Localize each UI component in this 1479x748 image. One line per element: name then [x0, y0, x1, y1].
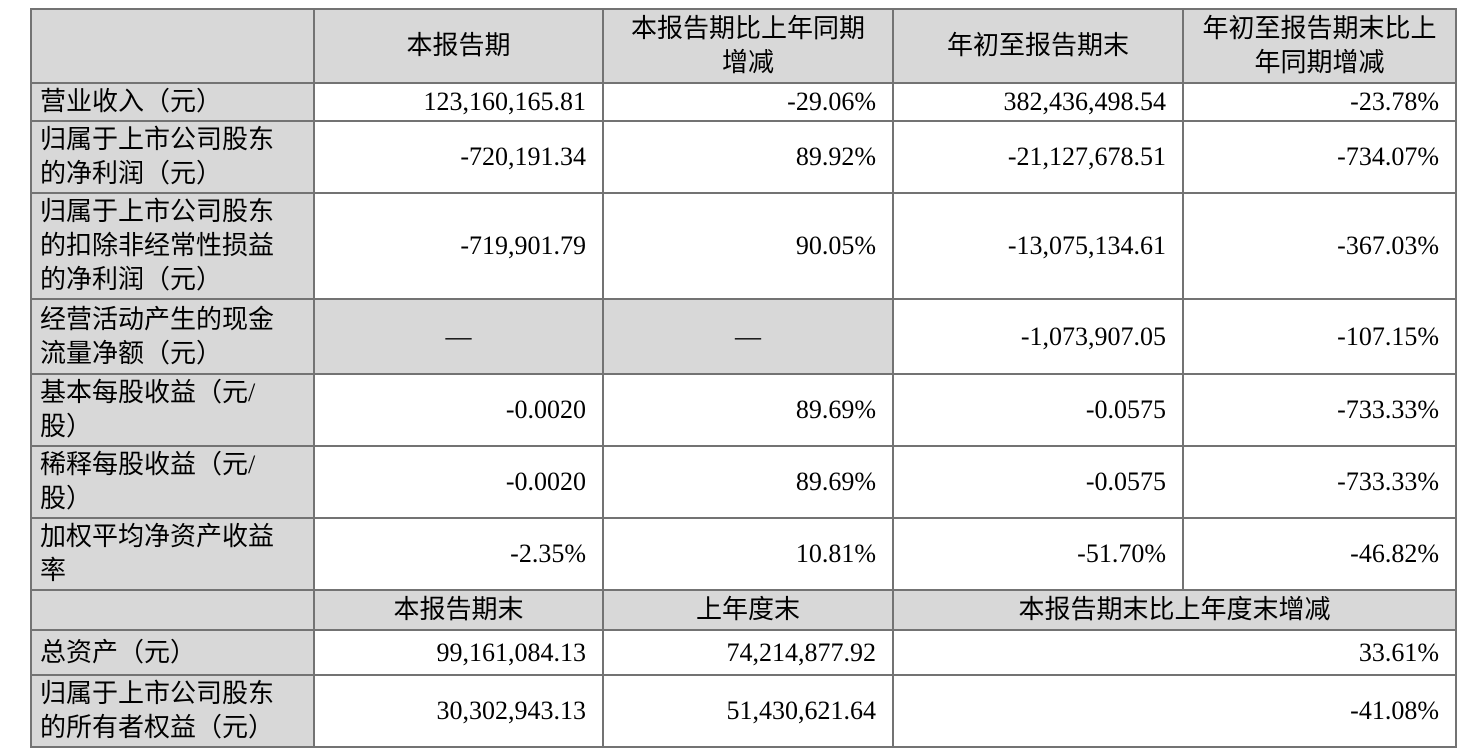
row-label: 归属于上市公司股东的扣除非经常性损益的净利润（元） — [30, 192, 315, 300]
header-cell-ytd-yoy-change: 年初至报告期末比上年同期增减 — [1182, 8, 1457, 84]
row-label: 加权平均净资产收益率 — [30, 517, 315, 591]
value-cell: 30,302,943.13 — [313, 674, 604, 748]
value-cell: 89.92% — [602, 120, 894, 194]
value-cell: -719,901.79 — [313, 192, 604, 300]
value-cell: 33.61% — [892, 629, 1457, 676]
value-cell: -107.15% — [1182, 298, 1457, 375]
value-cell: -29.06% — [602, 82, 894, 122]
value-cell: -733.33% — [1182, 373, 1457, 447]
header-row: 本报告期 本报告期比上年同期增减 年初至报告期末 年初至报告期末比上年同期增减 — [30, 8, 1457, 84]
value-cell: -733.33% — [1182, 445, 1457, 519]
row-operating-revenue: 营业收入（元） 123,160,165.81 -29.06% 382,436,4… — [30, 82, 1457, 122]
value-cell: -2.35% — [313, 517, 604, 591]
subheader-cell-end-of-period: 本报告期末 — [313, 589, 604, 631]
subheader-cell-blank — [30, 589, 315, 631]
row-diluted-eps: 稀释每股收益（元/股） -0.0020 89.69% -0.0575 -733.… — [30, 445, 1457, 519]
value-cell: -21,127,678.51 — [892, 120, 1184, 194]
value-cell: 89.69% — [602, 373, 894, 447]
row-label: 归属于上市公司股东的所有者权益（元） — [30, 674, 315, 748]
row-label: 经营活动产生的现金流量净额（元） — [30, 298, 315, 375]
value-cell: -367.03% — [1182, 192, 1457, 300]
subheader-row: 本报告期末 上年度末 本报告期末比上年度末增减 — [30, 589, 1457, 631]
row-label: 基本每股收益（元/股） — [30, 373, 315, 447]
value-cell: -734.07% — [1182, 120, 1457, 194]
financial-metrics-table: 本报告期 本报告期比上年同期增减 年初至报告期末 年初至报告期末比上年同期增减 … — [30, 8, 1457, 748]
na-dash-cell: — — [602, 298, 894, 375]
value-cell: 74,214,877.92 — [602, 629, 894, 676]
row-label: 总资产（元） — [30, 629, 315, 676]
row-label: 归属于上市公司股东的净利润（元） — [30, 120, 315, 194]
row-shareholders-equity: 归属于上市公司股东的所有者权益（元） 30,302,943.13 51,430,… — [30, 674, 1457, 748]
value-cell: 10.81% — [602, 517, 894, 591]
value-cell: 89.69% — [602, 445, 894, 519]
row-net-profit-excl-nonrecurring: 归属于上市公司股东的扣除非经常性损益的净利润（元） -719,901.79 90… — [30, 192, 1457, 300]
value-cell: -46.82% — [1182, 517, 1457, 591]
value-cell: 51,430,621.64 — [602, 674, 894, 748]
row-weighted-avg-roe: 加权平均净资产收益率 -2.35% 10.81% -51.70% -46.82% — [30, 517, 1457, 591]
header-cell-current-period: 本报告期 — [313, 8, 604, 84]
value-cell: 99,161,084.13 — [313, 629, 604, 676]
value-cell: -1,073,907.05 — [892, 298, 1184, 375]
row-label: 营业收入（元） — [30, 82, 315, 122]
value-cell: -0.0575 — [892, 373, 1184, 447]
header-cell-yoy-change: 本报告期比上年同期增减 — [602, 8, 894, 84]
row-operating-cash-flow: 经营活动产生的现金流量净额（元） — — -1,073,907.05 -107.… — [30, 298, 1457, 375]
value-cell: -41.08% — [892, 674, 1457, 748]
row-net-profit: 归属于上市公司股东的净利润（元） -720,191.34 89.92% -21,… — [30, 120, 1457, 194]
na-dash-cell: — — [313, 298, 604, 375]
header-cell-blank — [30, 8, 315, 84]
value-cell: -51.70% — [892, 517, 1184, 591]
value-cell: -0.0020 — [313, 445, 604, 519]
value-cell: 382,436,498.54 — [892, 82, 1184, 122]
value-cell: 123,160,165.81 — [313, 82, 604, 122]
row-label: 稀释每股收益（元/股） — [30, 445, 315, 519]
subheader-cell-end-of-last-year: 上年度末 — [602, 589, 894, 631]
value-cell: -0.0575 — [892, 445, 1184, 519]
value-cell: 90.05% — [602, 192, 894, 300]
value-cell: -13,075,134.61 — [892, 192, 1184, 300]
subheader-cell-change-vs-last-year-end: 本报告期末比上年度末增减 — [892, 589, 1457, 631]
row-basic-eps: 基本每股收益（元/股） -0.0020 89.69% -0.0575 -733.… — [30, 373, 1457, 447]
value-cell: -23.78% — [1182, 82, 1457, 122]
header-cell-ytd: 年初至报告期末 — [892, 8, 1184, 84]
value-cell: -0.0020 — [313, 373, 604, 447]
value-cell: -720,191.34 — [313, 120, 604, 194]
row-total-assets: 总资产（元） 99,161,084.13 74,214,877.92 33.61… — [30, 629, 1457, 676]
